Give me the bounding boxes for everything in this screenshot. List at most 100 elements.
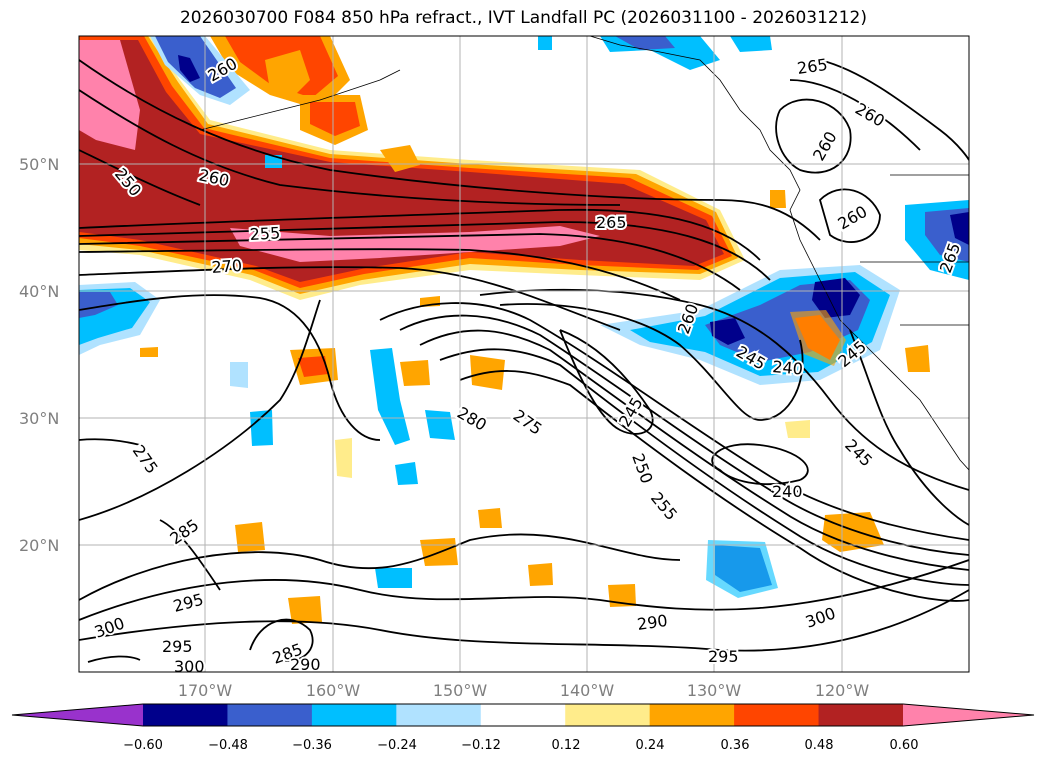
contour-line xyxy=(79,89,621,206)
contour-label: 265 xyxy=(596,213,627,232)
shading-small-blob xyxy=(478,508,502,528)
colorbar-tick-label: 0.36 xyxy=(721,738,750,753)
shading-negative-cluster xyxy=(950,212,969,245)
contour-label: 275 xyxy=(129,441,162,477)
contour-line xyxy=(79,266,621,331)
colorbar-tick-label: −0.24 xyxy=(377,738,417,753)
colorbar-tick-label: 0.24 xyxy=(636,738,665,753)
colorbar-tick-label: −0.60 xyxy=(123,738,163,753)
shading-small-blob xyxy=(140,347,158,357)
colorbar-segment xyxy=(565,704,651,726)
lon-tick-label: 160°W xyxy=(306,681,361,700)
contour-label: 295 xyxy=(162,637,193,656)
contour-label: 280 xyxy=(454,403,490,435)
shading-small-blob xyxy=(395,462,418,485)
shading-small-blob xyxy=(400,360,430,386)
shading-small-blob xyxy=(538,36,552,50)
shading-negative-cluster xyxy=(710,318,745,345)
shading-small-blob xyxy=(230,362,248,388)
contour-line xyxy=(818,188,881,243)
plot-frame xyxy=(78,35,970,673)
contour-label: 290 xyxy=(636,611,669,634)
colorbar-labels: −0.60 −0.48 −0.36 −0.24 −0.12 0.12 0.24 … xyxy=(123,738,918,753)
colorbar-segment xyxy=(143,704,228,726)
shading-positive-spot xyxy=(790,310,846,366)
colorbar-segment xyxy=(396,704,482,726)
shading-small-blob xyxy=(370,348,410,445)
shading-positive-streak xyxy=(310,102,360,136)
shading-negative-blob xyxy=(155,36,236,98)
shading-small-blob xyxy=(375,568,412,588)
contour-label: 255 xyxy=(647,488,681,524)
shading-negative-bits xyxy=(615,36,675,50)
colorbar-extension-low xyxy=(12,704,143,726)
contour-line xyxy=(711,443,809,486)
shading-small-blob xyxy=(235,522,265,552)
colorbar-tick-label: 0.60 xyxy=(890,738,919,753)
coastline-aleutians xyxy=(199,69,401,131)
map-title: 2026030700 F084 850 hPa refract., IVT La… xyxy=(179,8,867,28)
contour-label: 270 xyxy=(211,256,243,277)
contour-label: 300 xyxy=(174,657,205,676)
lon-tick-label: 140°W xyxy=(560,681,615,700)
contour-line xyxy=(79,559,969,621)
colorbar-tick-label: −0.12 xyxy=(461,738,501,753)
contour-line xyxy=(79,208,761,261)
contour-label: 255 xyxy=(249,223,280,244)
contour-label: 295 xyxy=(708,647,739,666)
lat-tick-label: 20°N xyxy=(19,536,59,555)
contour-label: 240 xyxy=(772,357,804,379)
graticule xyxy=(79,36,969,672)
shading-small-blob xyxy=(425,410,455,440)
lon-tick-label: 170°W xyxy=(178,681,233,700)
contour-line xyxy=(79,299,321,521)
lon-tick-labels: 170°W 160°W 150°W 140°W 130°W 120°W xyxy=(178,681,870,700)
contour-label: 300 xyxy=(803,603,838,631)
coastline-alaska xyxy=(589,36,969,471)
lon-tick-label: 130°W xyxy=(687,681,742,700)
shading-small-blob xyxy=(250,410,273,446)
contour-line xyxy=(559,329,654,435)
colorbar-segment xyxy=(734,704,820,726)
contour-line xyxy=(159,519,221,591)
colorbar-segment xyxy=(649,704,735,726)
colorbar-tick-label: −0.48 xyxy=(208,738,248,753)
colorbar-outline xyxy=(11,703,1035,727)
shading-negative-blob xyxy=(178,55,200,82)
contour-label: 275 xyxy=(510,406,546,439)
colorbar-tick-label: 0.48 xyxy=(805,738,834,753)
contour-label: 300 xyxy=(92,613,127,641)
contour-label: 260 xyxy=(835,202,871,234)
contour-label: 260 xyxy=(809,128,841,164)
lon-tick-label: 120°W xyxy=(815,681,870,700)
contour-label: 240 xyxy=(772,482,803,501)
contour-line xyxy=(79,438,141,446)
contour-label: 245 xyxy=(841,435,876,470)
contour-line xyxy=(79,533,681,601)
lat-tick-labels: 50°N 40°N 30°N 20°N xyxy=(19,155,59,555)
contour-line xyxy=(439,348,969,586)
contour-line xyxy=(499,303,804,421)
shading-small-blob xyxy=(770,190,786,208)
contour-label: 250 xyxy=(628,451,656,486)
contour-line xyxy=(79,248,681,301)
shading-small-blob xyxy=(822,512,884,552)
shading-positive-streak xyxy=(265,50,310,100)
contour-line xyxy=(87,655,141,663)
contour-line xyxy=(459,370,969,602)
contour-line xyxy=(419,329,969,571)
contour-line xyxy=(399,314,969,556)
shading-small-blob xyxy=(265,155,282,168)
contour-line xyxy=(819,59,969,161)
shading-small-blob xyxy=(288,596,322,624)
colorbar-extension-high xyxy=(903,704,1034,726)
colorbar xyxy=(11,703,1035,727)
coastline-layer xyxy=(199,36,969,471)
shading-pink-core xyxy=(79,40,140,150)
shading-small-blob xyxy=(528,563,553,586)
contour-label: 285 xyxy=(166,515,202,548)
lat-tick-label: 40°N xyxy=(19,282,59,301)
contour-line xyxy=(775,98,852,174)
colorbar-segment xyxy=(311,704,397,726)
